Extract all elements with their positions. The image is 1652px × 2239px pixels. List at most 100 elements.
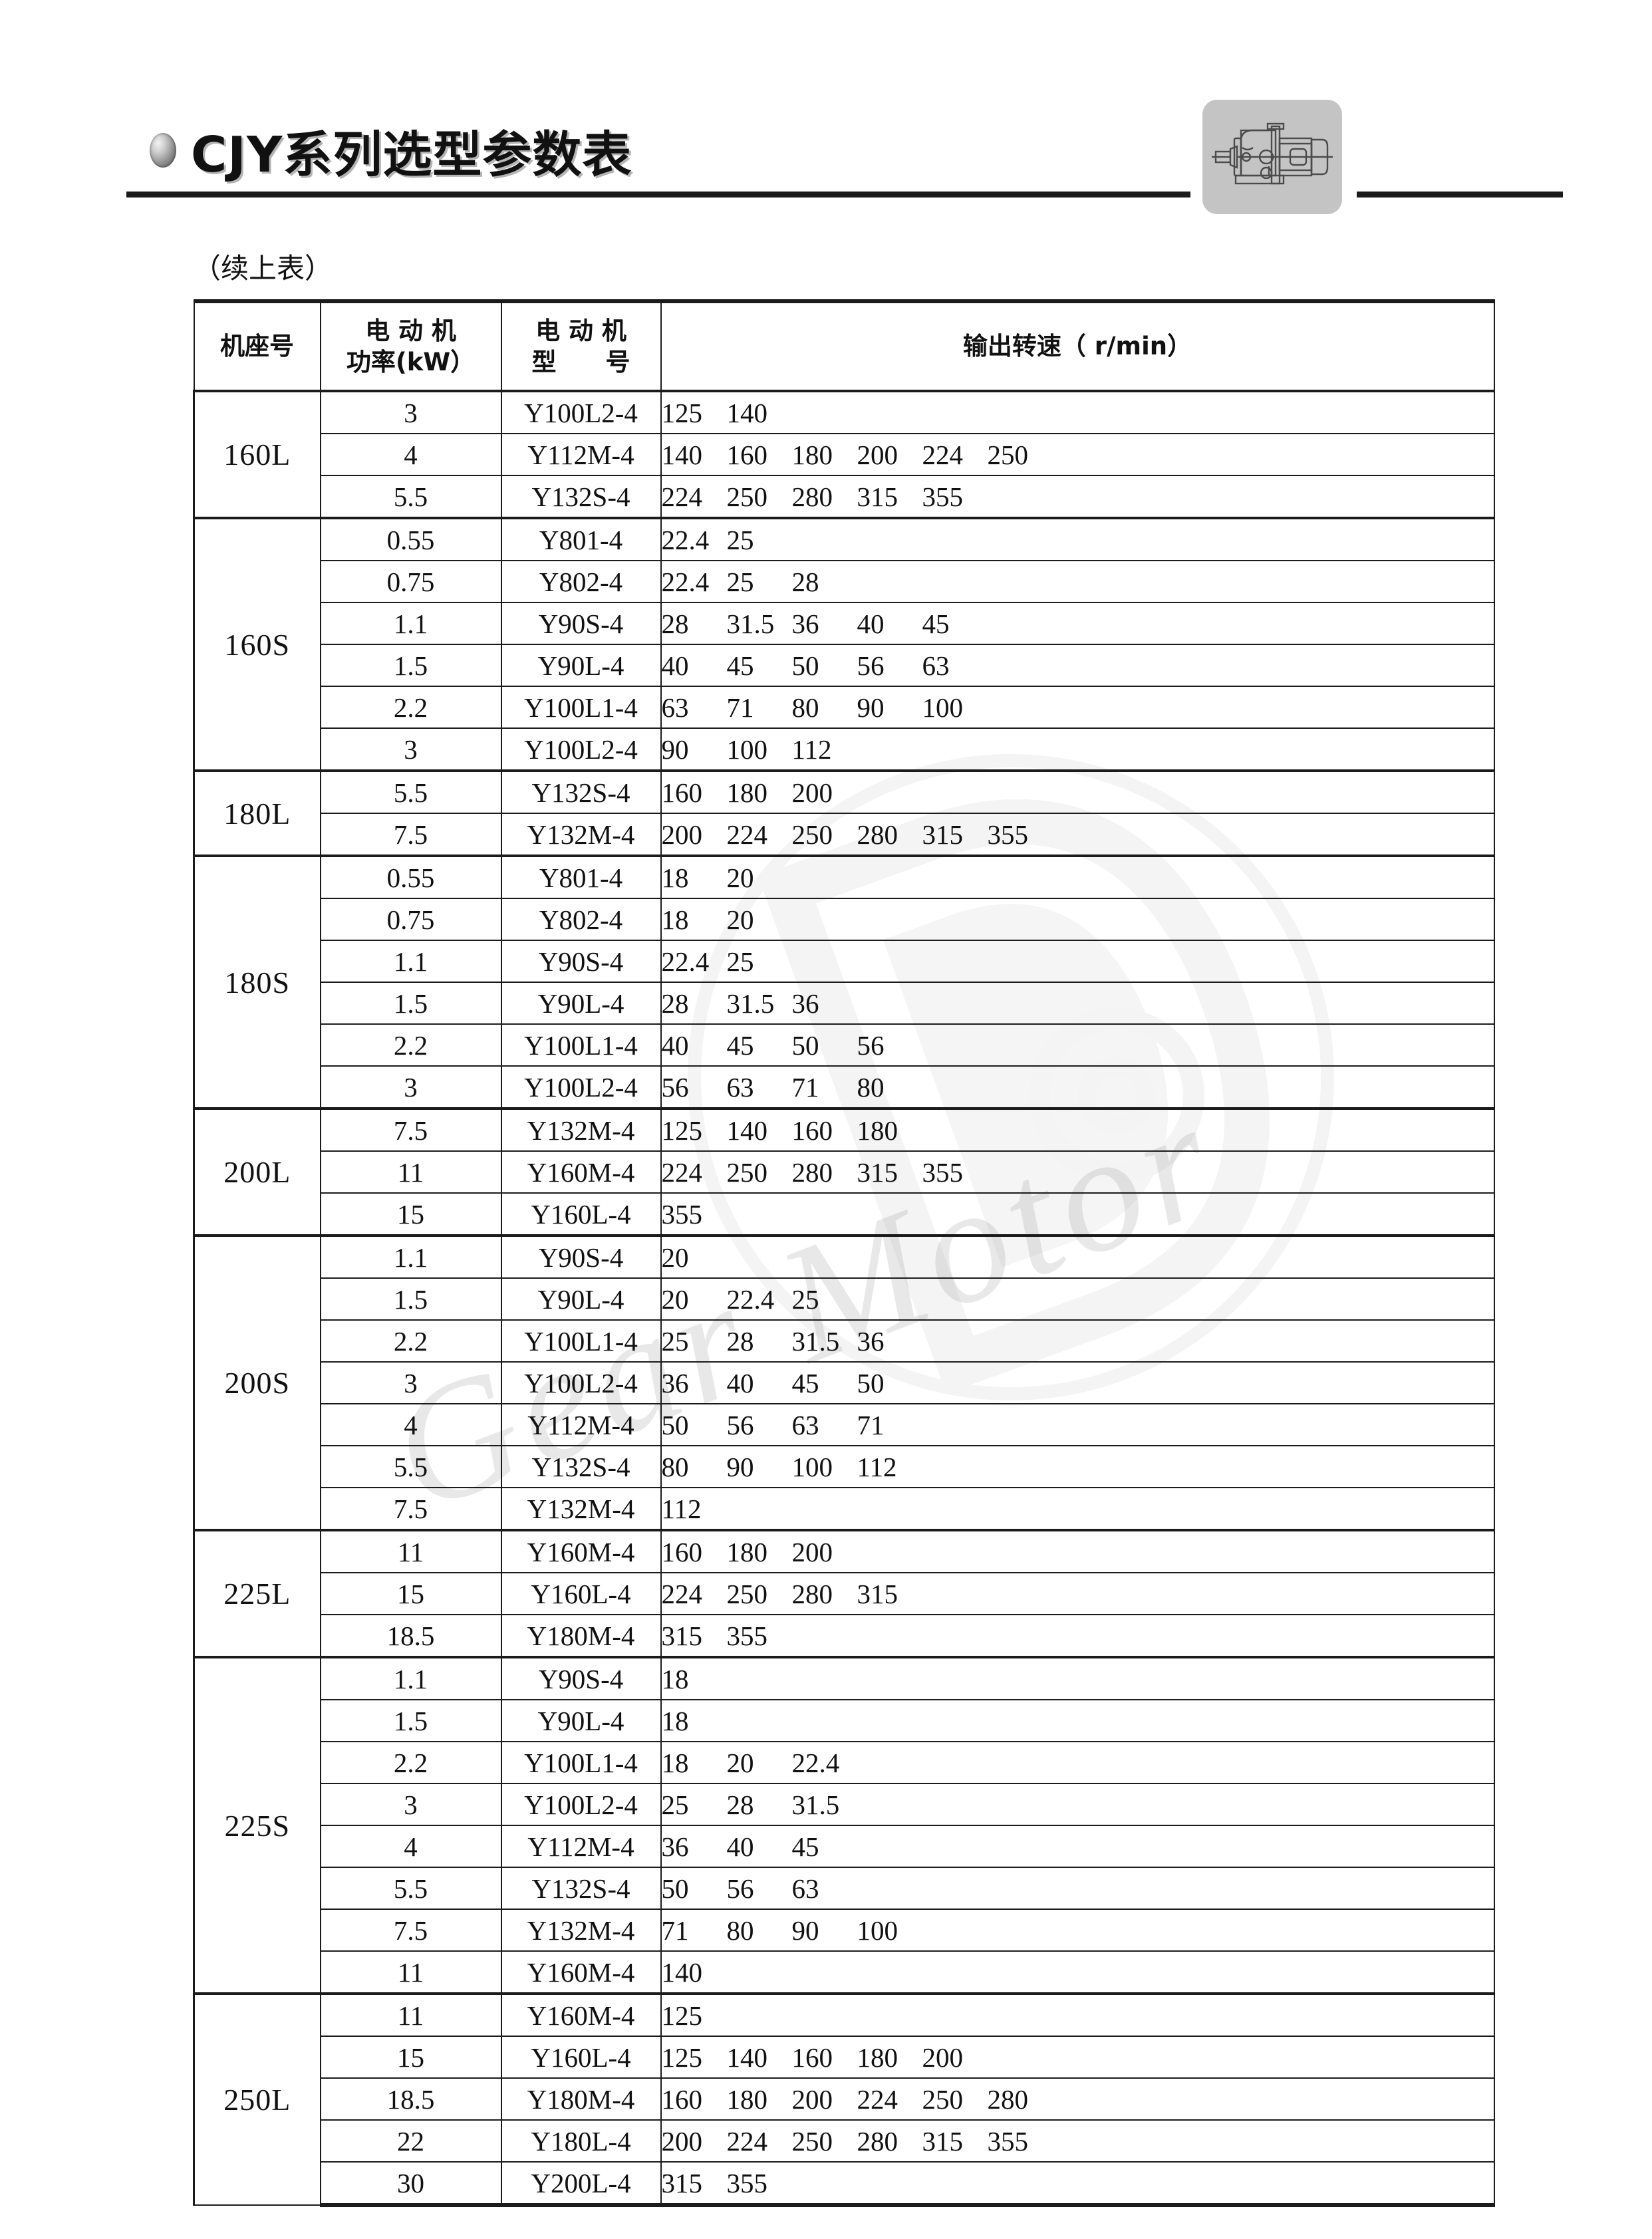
table-row: 225S 1.1 Y90S-4 18 [193, 1656, 1495, 1994]
output-speed-value: 200 [857, 439, 898, 470]
output-speed-value: 31.5 [726, 608, 775, 639]
table-row: 15 Y160L-4 355 [194, 1192, 1495, 1236]
output-speed-cell: 28 31.5 36 [660, 982, 1495, 1025]
motor-power-cell: 7.5 [319, 1487, 502, 1531]
output-speed-value: 22.4 [661, 566, 710, 597]
output-speed-value: 22.4 [726, 1283, 775, 1315]
output-speed-value: 250 [726, 1156, 768, 1188]
output-speed-value: 250 [922, 2083, 964, 2115]
table-row: 11 Y160M-4 224 250 280 315 355 [194, 1150, 1495, 1194]
motor-model-cell: Y100L2-4 [500, 390, 662, 434]
specification-table: 机座号 电 动 机 功率(kW） 电 动 机 型 号 输出转速（ r/min） … [193, 299, 1495, 2207]
output-speed-value: 125 [661, 2000, 703, 2031]
output-speed-value: 80 [791, 692, 819, 723]
motor-model-cell: Y90S-4 [500, 940, 662, 983]
output-speed-value: 36 [857, 1325, 885, 1357]
output-speed-value: 280 [791, 481, 833, 512]
output-speed-value: 20 [661, 1283, 689, 1315]
motor-model-cell: Y100L2-4 [500, 1783, 662, 1826]
motor-model-cell: Y132M-4 [500, 1487, 662, 1531]
table-body: 160L 3 Y100L2-4 125 140 4 Y112M-4 140 160 180 200 2… [193, 390, 1495, 2207]
output-speed-value: 90 [857, 692, 885, 723]
output-speed-value: 315 [857, 481, 898, 512]
output-speed-value: 180 [791, 439, 833, 470]
output-speed-value: 125 [661, 397, 703, 428]
output-speed-value: 125 [661, 1115, 703, 1146]
motor-power-cell: 5.5 [319, 769, 502, 814]
table-row: 3 Y100L2-4 56 63 71 80 [194, 1065, 1495, 1109]
table-row: 7.5 Y132M-4 200 224 250 280 315 355 [194, 813, 1495, 856]
motor-model-cell: Y100L2-4 [500, 1361, 662, 1404]
output-speed-value: 50 [661, 1409, 689, 1440]
output-speed-cell: 125 140 160 180 [660, 1107, 1495, 1152]
output-speed-value: 224 [857, 2083, 898, 2115]
table-row: 2.2 Y100L1-4 25 28 31.5 36 [194, 1319, 1495, 1363]
output-speed-cell: 22.4 25 [660, 940, 1495, 983]
table-row: 1.1 Y90S-4 22.4 25 [194, 940, 1495, 983]
column-header-frame: 机座号 [193, 299, 321, 392]
motor-model-cell: Y160L-4 [500, 1192, 662, 1236]
table-row: 15 Y160L-4 224 250 280 315 [194, 1572, 1495, 1615]
motor-power-cell: 1.1 [319, 1656, 502, 1700]
table-row: 30 Y200L-4 315 355 [194, 2161, 1495, 2207]
output-speed-value: 56 [726, 1873, 754, 1904]
motor-power-cell: 5.5 [319, 1445, 502, 1488]
output-speed-value: 315 [922, 819, 964, 850]
output-speed-value: 250 [726, 1578, 768, 1609]
output-speed-value: 28 [661, 988, 689, 1019]
output-speed-value: 18 [661, 904, 689, 935]
output-speed-value: 25 [726, 946, 754, 977]
output-speed-cell: 50 56 63 [660, 1867, 1495, 1910]
output-speed-value: 71 [726, 692, 754, 723]
output-speed-value: 22.4 [661, 946, 710, 977]
output-speed-value: 200 [791, 777, 833, 808]
output-speed-cell: 224 250 280 315 355 [660, 475, 1495, 519]
output-speed-value: 45 [922, 608, 950, 639]
motor-power-cell: 1.1 [319, 1234, 502, 1279]
output-speed-value: 160 [791, 2041, 833, 2073]
motor-power-cell: 15 [319, 2036, 502, 2079]
output-speed-value: 20 [726, 862, 754, 893]
table-row: 1.1 Y90S-4 28 31.5 36 40 45 [194, 602, 1495, 645]
column-header-model-line2: 型 号 [531, 348, 630, 376]
motor-power-cell: 11 [319, 1150, 502, 1194]
output-speed-value: 45 [791, 1367, 819, 1398]
motor-model-cell: Y801-4 [500, 855, 662, 899]
column-header-speed: 输出转速（ r/min） [660, 299, 1495, 392]
motor-model-cell: Y112M-4 [500, 1403, 662, 1446]
motor-model-cell: Y90S-4 [500, 602, 662, 645]
motor-model-cell: Y112M-4 [500, 1825, 662, 1868]
output-speed-value: 355 [661, 1198, 703, 1230]
output-speed-value: 355 [987, 2125, 1029, 2157]
motor-power-cell: 1.1 [319, 602, 502, 645]
table-row: 18.5 Y180M-4 160 180 200 224 250 280 [194, 2077, 1495, 2121]
motor-power-cell: 0.75 [319, 560, 502, 603]
output-speed-cell: 80 90 100 112 [660, 1445, 1495, 1488]
output-speed-cell: 18 [660, 1699, 1495, 1742]
output-speed-cell: 224 250 280 315 [660, 1572, 1495, 1615]
output-speed-cell: 56 63 71 80 [660, 1065, 1495, 1109]
output-speed-value: 31.5 [791, 1325, 840, 1357]
motor-power-cell: 0.55 [319, 517, 502, 561]
motor-power-cell: 7.5 [319, 1107, 502, 1152]
motor-model-cell: Y90L-4 [500, 1699, 662, 1742]
motor-model-cell: Y90L-4 [500, 1277, 662, 1321]
output-speed-cell: 160 180 200 224 250 280 [660, 2077, 1495, 2121]
output-speed-value: 63 [791, 1409, 819, 1440]
output-speed-value: 140 [726, 1115, 768, 1146]
output-speed-value: 280 [857, 2125, 898, 2157]
motor-power-cell: 30 [319, 2161, 502, 2207]
gear-motor-icon [1202, 100, 1342, 214]
output-speed-cell: 355 [660, 1192, 1495, 1236]
table-row: 3 Y100L2-4 25 28 31.5 [194, 1783, 1495, 1826]
page-title-text: CJY系列选型参数表 [191, 126, 632, 184]
output-speed-value: 200 [791, 2083, 833, 2115]
column-header-power-line2: 功率(kW） [346, 348, 476, 376]
motor-model-cell: Y132M-4 [500, 1107, 662, 1152]
motor-model-cell: Y90S-4 [500, 1656, 662, 1700]
output-speed-value: 28 [791, 566, 819, 597]
motor-model-cell: Y160M-4 [500, 1950, 662, 1994]
output-speed-value: 71 [857, 1409, 885, 1440]
output-speed-value: 22.4 [661, 524, 710, 555]
output-speed-cell: 22.4 25 [660, 517, 1495, 561]
